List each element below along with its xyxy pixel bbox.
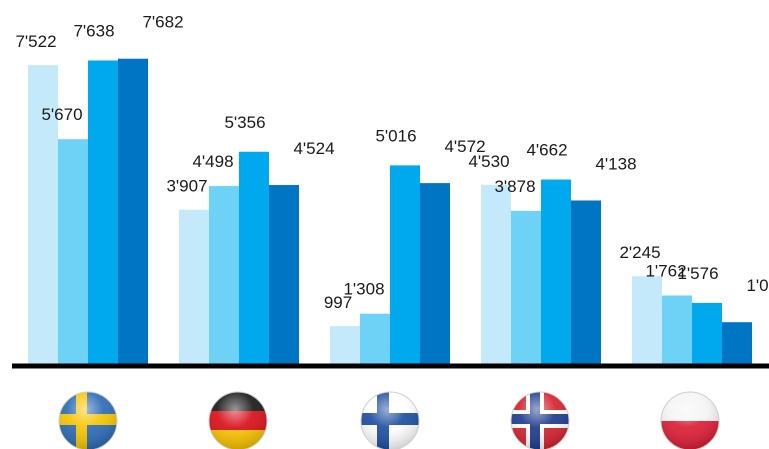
value-label-finland-2: 1'308 [343, 280, 384, 299]
bar-finland-3 [390, 165, 420, 366]
bar-sweden-4 [118, 58, 148, 366]
bar-poland-4 [722, 322, 752, 366]
value-label-poland-2: 1'762 [645, 262, 686, 281]
bar-sweden-1 [28, 65, 58, 367]
labels-layer: 7'522 5'670 7'638 7'682 3'907 4'498 5'356 4'524… [15, 13, 769, 312]
bar-germany-4 [269, 185, 299, 366]
value-label-finland-4: 4'572 [444, 137, 485, 156]
bar-norway-1 [481, 184, 511, 366]
norway-flag-icon [510, 391, 570, 449]
bar-finland-2 [360, 313, 390, 366]
bar-finland-1 [330, 326, 360, 366]
value-label-germany-2: 4'498 [192, 152, 233, 171]
value-label-poland-3: 1'576 [677, 264, 718, 283]
bar-norway-4 [571, 200, 601, 366]
value-label-norway-3: 4'662 [526, 141, 567, 160]
value-label-poland-4: 1'095 [746, 276, 769, 295]
value-label-sweden-4: 7'682 [142, 13, 183, 32]
value-label-norway-4: 4'138 [595, 154, 636, 173]
value-label-poland-1: 2'245 [619, 243, 660, 262]
sweden-flag-icon [58, 391, 118, 449]
bar-finland-4 [420, 183, 450, 366]
value-label-norway-2: 3'878 [494, 177, 535, 196]
bar-poland-3 [692, 302, 722, 366]
bar-germany-2 [209, 186, 239, 366]
value-label-germany-1: 3'907 [166, 177, 207, 196]
value-label-finland-3: 5'016 [375, 126, 416, 145]
value-label-sweden-1: 7'522 [15, 32, 56, 51]
bar-norway-2 [511, 210, 541, 366]
bars-layer [28, 58, 752, 367]
value-label-norway-1: 4'530 [468, 152, 509, 171]
bar-sweden-2 [58, 139, 88, 366]
poland-flag-icon [660, 391, 720, 449]
value-label-sweden-2: 5'670 [41, 105, 82, 124]
bar-germany-1 [179, 209, 209, 366]
germany-flag-icon [208, 391, 268, 449]
value-label-sweden-3: 7'638 [73, 21, 114, 40]
bar-poland-2 [662, 295, 692, 366]
bar-germany-3 [239, 151, 269, 366]
bar-sweden-3 [88, 60, 118, 366]
bar-norway-3 [541, 179, 571, 366]
value-label-finland-1: 997 [324, 293, 352, 312]
bar-poland-1 [632, 276, 662, 366]
value-label-germany-4: 4'524 [293, 139, 334, 158]
finland-flag-icon [360, 391, 420, 449]
value-label-germany-3: 5'356 [224, 113, 265, 132]
